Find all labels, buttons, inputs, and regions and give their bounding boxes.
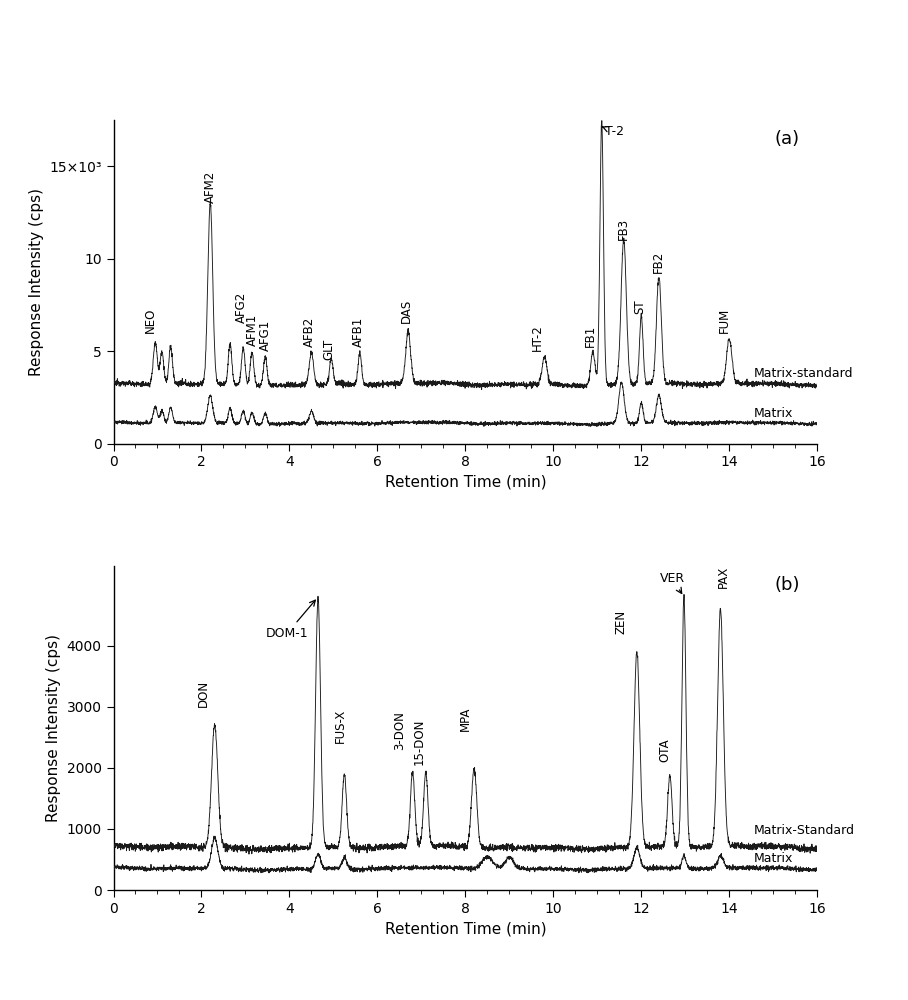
Text: 15-DON: 15-DON xyxy=(412,718,426,765)
Text: AFG1: AFG1 xyxy=(259,320,271,351)
Text: DON: DON xyxy=(197,680,210,707)
Text: T-2: T-2 xyxy=(602,125,625,138)
Text: FB3: FB3 xyxy=(617,218,630,240)
Text: NEO: NEO xyxy=(144,307,157,333)
Text: ST: ST xyxy=(634,299,646,314)
X-axis label: Retention Time (min): Retention Time (min) xyxy=(384,921,547,936)
Text: HT-2: HT-2 xyxy=(531,324,544,351)
Text: AFB1: AFB1 xyxy=(352,317,365,347)
Text: AFM1: AFM1 xyxy=(245,313,259,346)
Text: DOM-1: DOM-1 xyxy=(266,600,315,640)
Text: FB2: FB2 xyxy=(652,251,666,273)
Text: DAS: DAS xyxy=(400,299,412,323)
Text: ZEN: ZEN xyxy=(615,609,628,634)
Y-axis label: Response Intensity (cps): Response Intensity (cps) xyxy=(29,188,44,376)
Text: 3-DON: 3-DON xyxy=(393,711,406,750)
Text: VER: VER xyxy=(659,572,685,593)
Text: PAX: PAX xyxy=(717,566,730,588)
Text: FB1: FB1 xyxy=(584,325,597,347)
Text: GLT: GLT xyxy=(322,339,335,360)
Text: Matrix-standard: Matrix-standard xyxy=(754,367,853,380)
Y-axis label: Response Intensity (cps): Response Intensity (cps) xyxy=(46,634,61,822)
Text: OTA: OTA xyxy=(658,738,671,762)
Text: AFB2: AFB2 xyxy=(302,317,316,347)
Text: Matrix: Matrix xyxy=(754,407,793,420)
X-axis label: Retention Time (min): Retention Time (min) xyxy=(384,475,547,490)
Text: MPA: MPA xyxy=(459,707,472,731)
Text: AFM2: AFM2 xyxy=(203,171,217,203)
Text: Matrix-Standard: Matrix-Standard xyxy=(754,824,854,837)
Text: (a): (a) xyxy=(775,130,800,148)
Text: AFG2: AFG2 xyxy=(234,292,248,323)
Text: Matrix: Matrix xyxy=(754,852,793,865)
Text: FUS-X: FUS-X xyxy=(333,709,347,743)
Text: (b): (b) xyxy=(775,576,800,594)
Text: FUM: FUM xyxy=(718,307,731,333)
